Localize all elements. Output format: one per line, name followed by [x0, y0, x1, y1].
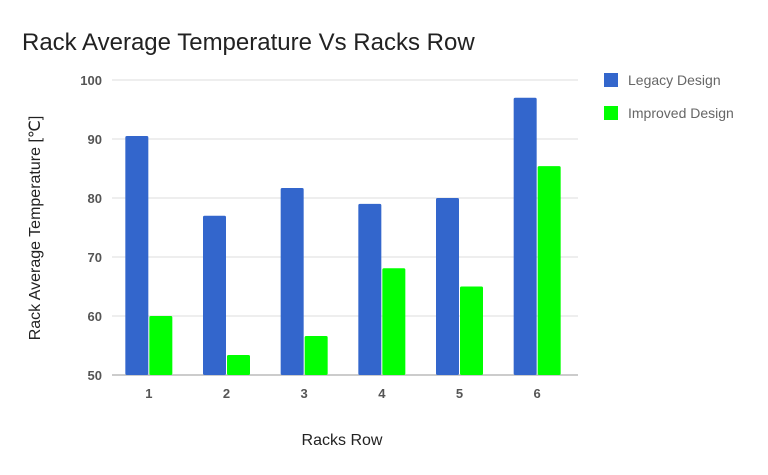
bar-legacy-design	[513, 97, 537, 375]
y-tick-label: 80	[88, 191, 102, 206]
bar-improved-design	[537, 166, 561, 375]
bar-legacy-design	[125, 136, 149, 375]
legend-swatch	[604, 73, 618, 87]
y-tick-label: 60	[88, 309, 102, 324]
bar-legacy-design	[280, 187, 304, 375]
x-tick-label: 1	[145, 386, 152, 401]
x-axis-label: Racks Row	[302, 432, 383, 449]
y-tick-label: 70	[88, 250, 102, 265]
legend-label: Improved Design	[628, 105, 734, 121]
gridlines	[112, 79, 578, 376]
bar-improved-design	[460, 286, 483, 375]
legend: Legacy Design Improved Design	[604, 72, 734, 121]
bar-improved-design	[382, 268, 406, 375]
x-tick-label: 5	[456, 386, 463, 401]
legend-swatch	[604, 106, 618, 120]
chart-title: Rack Average Temperature Vs Racks Row	[22, 29, 475, 56]
bar-legacy-design	[436, 198, 459, 375]
x-tick-label: 2	[223, 386, 230, 401]
bar-improved-design	[304, 336, 328, 375]
bars	[125, 97, 561, 375]
y-axis-ticks: 50 60 70 80 90 100	[80, 73, 102, 383]
legend-label: Legacy Design	[628, 72, 721, 88]
x-tick-label: 4	[378, 386, 386, 401]
y-tick-label: 50	[88, 368, 102, 383]
bar-improved-design	[227, 354, 250, 375]
bar-legacy-design	[203, 215, 226, 375]
x-tick-label: 3	[301, 386, 308, 401]
y-tick-label: 100	[80, 73, 102, 88]
y-tick-label: 90	[88, 132, 102, 147]
x-axis-ticks: 1 2 3 4 5 6	[145, 386, 541, 401]
y-axis-label: Rack Average Temperature [℃]	[27, 116, 44, 341]
x-tick-label: 6	[534, 386, 541, 401]
bar-improved-design	[149, 316, 173, 375]
bar-legacy-design	[358, 203, 382, 375]
